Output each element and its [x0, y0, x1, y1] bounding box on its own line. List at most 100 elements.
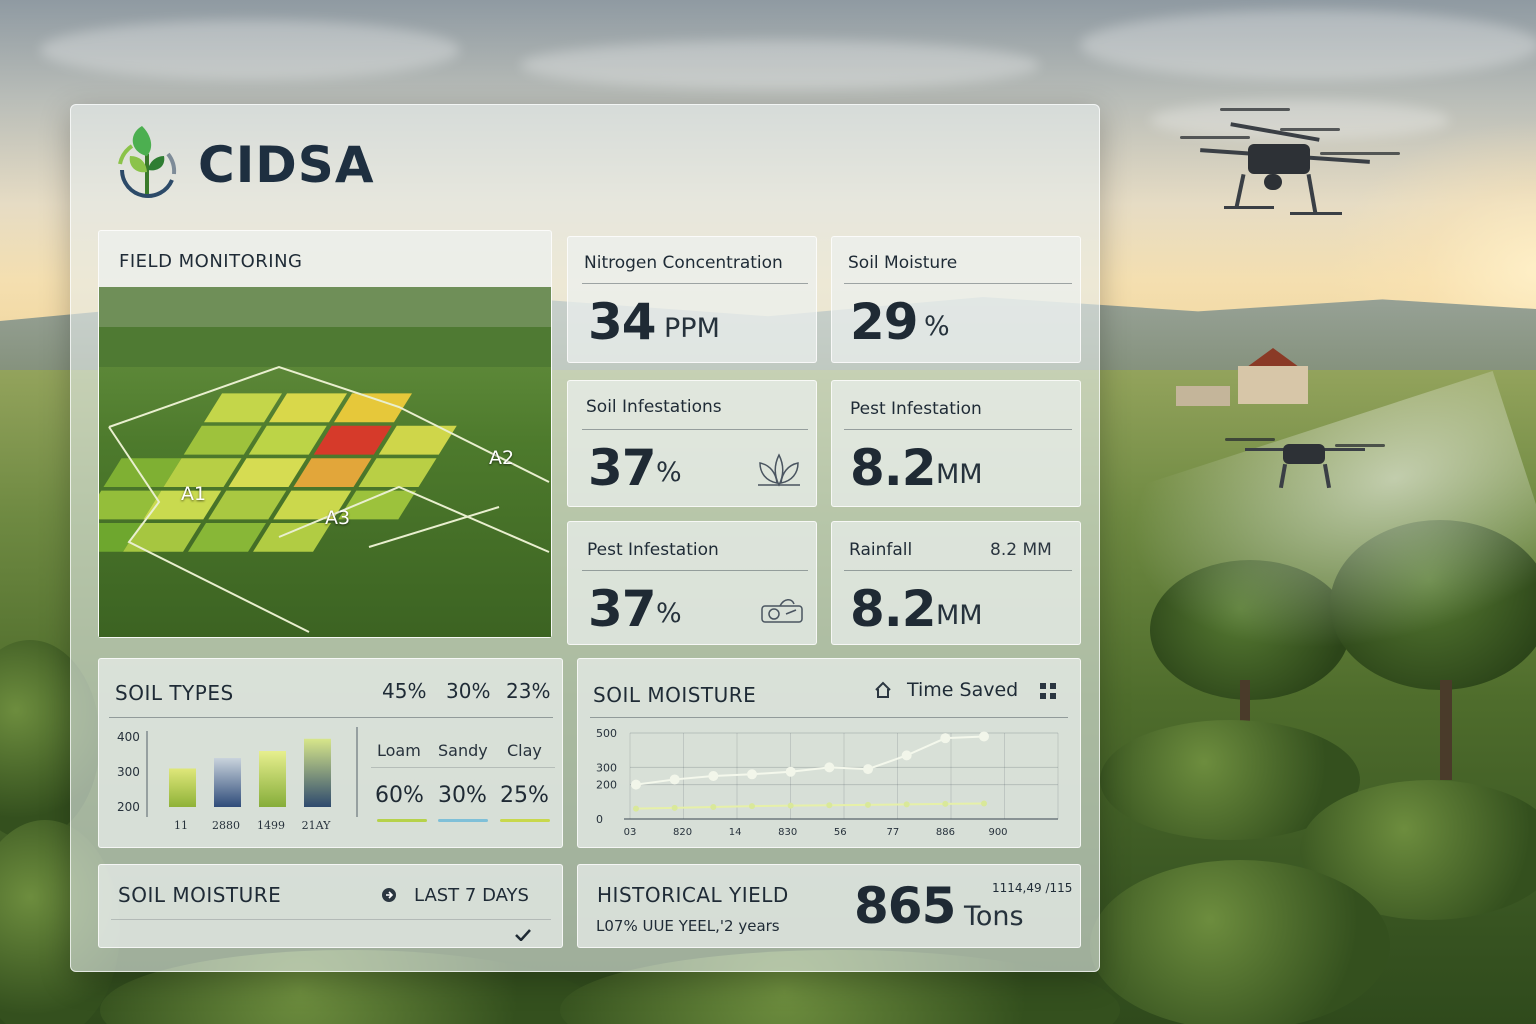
soil-type-pct-1: 45%: [382, 679, 427, 703]
grid-settings-icon[interactable]: [1038, 681, 1058, 701]
swatch-sandy: [438, 819, 488, 822]
nitrogen-card[interactable]: Nitrogen Concentration 34 PPM: [567, 236, 817, 363]
moisture-data-point[interactable]: [981, 800, 987, 807]
moisture-data-point[interactable]: [826, 802, 833, 809]
historical-yield-title: HISTORICAL YIELD: [597, 883, 789, 907]
cloud: [1080, 10, 1536, 80]
nitrogen-unit: PPM: [664, 313, 720, 344]
drone: [1160, 100, 1400, 220]
soil-bar[interactable]: [169, 768, 196, 808]
moisture-data-point[interactable]: [633, 805, 639, 812]
soil-types-title: SOIL TYPES: [115, 681, 234, 705]
soil-moisture-unit: %: [924, 311, 950, 342]
y-tick-label: 500: [596, 727, 617, 740]
arrow-right-circle-icon[interactable]: [381, 887, 397, 903]
y-tick-label: 300: [596, 761, 617, 774]
zone-label-a1: A1: [181, 483, 207, 505]
rainfall-unit: MM: [936, 600, 983, 631]
soil-bar[interactable]: [214, 758, 241, 807]
tree-trunk: [1240, 680, 1250, 750]
soil-bar[interactable]: [259, 751, 286, 807]
rainfall-secondary-value: 8.2 MM: [990, 540, 1052, 560]
time-saved-label: Time Saved: [907, 679, 1019, 701]
moisture-data-point[interactable]: [747, 769, 757, 780]
pest-infestation-percent-title: Pest Infestation: [587, 540, 719, 560]
pest-icon: [761, 599, 803, 623]
divider: [844, 283, 1072, 284]
pest-infestation-percent-unit: %: [656, 598, 682, 629]
y-tick-label: 300: [117, 765, 140, 779]
pest-infestation-title: Pest Infestation: [850, 399, 982, 419]
pest-infestation-percent-card[interactable]: Pest Infestation 37 %: [567, 521, 817, 645]
x-tick-label: 03: [624, 827, 637, 838]
x-tick-label: 886: [936, 827, 955, 838]
moisture-data-point[interactable]: [671, 804, 678, 811]
y-tick-label: 200: [596, 779, 617, 792]
zone-label-a2: A2: [489, 447, 515, 469]
moisture-data-point[interactable]: [903, 801, 910, 808]
soil-moisture-period-title: SOIL MOISTURE: [118, 883, 282, 907]
historical-yield-card: HISTORICAL YIELD L07% UUE YEEL,'2 years …: [577, 864, 1081, 948]
soil-infestations-unit: %: [656, 457, 682, 488]
historical-yield-value: 865: [854, 877, 956, 935]
x-tick-label: 21AY: [302, 819, 331, 832]
pest-infestation-card[interactable]: Pest Infestation 8.2 MM: [831, 380, 1081, 507]
soil-types-bar-chart: 400 300 200 11 2880 1499 21AY: [117, 727, 358, 832]
moisture-data-point[interactable]: [979, 731, 989, 742]
moisture-data-point[interactable]: [940, 733, 951, 744]
divider: [582, 283, 808, 284]
field-monitoring-title: FIELD MONITORING: [119, 251, 303, 272]
x-tick-label: 830: [778, 827, 797, 838]
moisture-data-point[interactable]: [631, 779, 641, 790]
moisture-data-point[interactable]: [785, 766, 796, 777]
moisture-data-point[interactable]: [865, 801, 871, 808]
y-tick-label: 400: [117, 730, 140, 744]
cloud: [520, 40, 1040, 90]
pest-infestation-value: 8.2: [850, 439, 937, 497]
soil-moisture-chart-card: SOIL MOISTURE Time Saved 500 300 200 0 03 820…: [577, 658, 1081, 848]
moisture-data-point[interactable]: [710, 803, 717, 810]
divider: [582, 429, 808, 430]
soil-pct-sandy: 30%: [438, 783, 487, 808]
swatch-loam: [377, 819, 427, 822]
field-plot-overlay: [99, 287, 551, 633]
soil-type-pct-2: 30%: [446, 679, 491, 703]
moisture-data-point[interactable]: [708, 771, 719, 781]
soil-moisture-title: Soil Moisture: [848, 253, 958, 273]
soil-col-clay: Clay: [507, 741, 542, 760]
soil-infestations-card[interactable]: Soil Infestations 37 %: [567, 380, 817, 507]
plant-leaves-icon: [758, 453, 800, 487]
moisture-data-point[interactable]: [669, 774, 680, 785]
pest-infestation-percent-value: 37: [588, 580, 657, 638]
rainfall-title: Rainfall: [849, 540, 913, 560]
historical-yield-unit: Tons: [964, 901, 1024, 932]
divider: [844, 570, 1072, 571]
moisture-data-point[interactable]: [787, 802, 794, 809]
soil-pct-clay: 25%: [500, 783, 549, 808]
checkmark-icon[interactable]: [515, 929, 531, 941]
field-aerial-map[interactable]: A1 A2 A3: [99, 287, 551, 637]
x-tick-label: 1499: [257, 819, 285, 832]
x-tick-label: 77: [886, 827, 899, 838]
home-icon[interactable]: [874, 681, 892, 699]
divider: [371, 767, 555, 768]
moisture-data-point[interactable]: [824, 762, 835, 773]
soil-col-sandy: Sandy: [438, 741, 488, 760]
x-tick-label: 900: [988, 827, 1007, 838]
last-7-days-selector[interactable]: LAST 7 DAYS: [414, 885, 529, 906]
moisture-data-point[interactable]: [901, 750, 912, 761]
moisture-data-point[interactable]: [749, 803, 755, 810]
x-tick-label: 56: [834, 827, 847, 838]
soil-pct-loam: 60%: [375, 783, 424, 808]
x-tick-label: 14: [729, 827, 742, 838]
spraying-drone: [1225, 430, 1385, 500]
moisture-data-point[interactable]: [863, 764, 873, 775]
soil-moisture-card[interactable]: Soil Moisture 29 %: [831, 236, 1081, 363]
nitrogen-title: Nitrogen Concentration: [584, 253, 783, 273]
soil-bar[interactable]: [304, 738, 331, 807]
pest-infestation-unit: MM: [936, 459, 983, 490]
rainfall-card[interactable]: Rainfall 8.2 MM 8.2 MM: [831, 521, 1081, 645]
divider: [109, 717, 553, 718]
moisture-data-point[interactable]: [942, 800, 949, 807]
historical-yield-subtitle: L07% UUE YEEL,'2 years: [596, 917, 780, 935]
